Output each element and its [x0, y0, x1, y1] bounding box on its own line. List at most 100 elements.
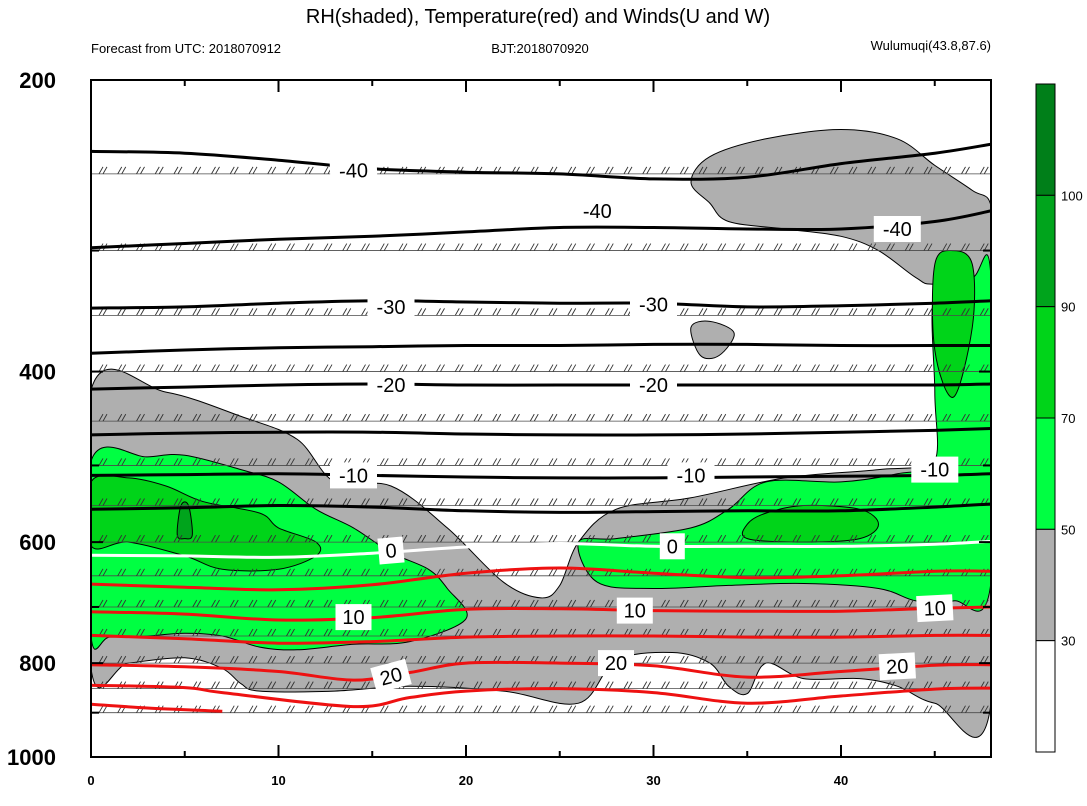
wind-barb	[361, 498, 366, 506]
wind-barb	[683, 413, 689, 422]
wind-barb	[271, 655, 277, 664]
wind-barb	[379, 568, 385, 577]
wind-barb	[140, 458, 145, 466]
wind-barb	[515, 599, 520, 608]
wind-barb	[721, 243, 727, 251]
wind-barb	[211, 166, 216, 175]
wind-barb	[961, 655, 966, 664]
wind-barb	[721, 681, 727, 689]
wind-barb	[192, 655, 198, 664]
wind-barb	[421, 308, 427, 316]
wind-barb	[683, 498, 689, 506]
wind-barb	[908, 364, 914, 372]
wind-barb	[346, 655, 352, 664]
wind-barb	[736, 599, 741, 608]
wind-barb	[754, 628, 760, 637]
rh-region-90	[176, 501, 193, 540]
wind-barb	[173, 628, 179, 637]
wind-barb	[177, 364, 183, 372]
wind-barb	[646, 534, 652, 543]
wind-barb	[215, 166, 220, 175]
wind-barb	[436, 458, 441, 466]
wind-barb	[736, 498, 741, 506]
wind-barb	[440, 534, 445, 543]
wind-barb	[833, 308, 839, 316]
wind-barb	[196, 308, 202, 316]
wind-barb	[473, 413, 479, 422]
wind-barb	[904, 681, 910, 689]
wind-barb	[792, 413, 798, 422]
wind-barb	[829, 413, 835, 422]
wind-barb	[717, 364, 723, 372]
wind-barb	[698, 308, 704, 316]
temperature-contour--10	[91, 472, 991, 480]
colorbar-bin-0	[1035, 640, 1056, 753]
wind-barb	[140, 166, 145, 175]
wind-barb	[833, 364, 839, 372]
wind-barb	[436, 655, 441, 664]
wind-barb	[979, 308, 985, 316]
wind-barb	[492, 413, 498, 422]
wind-barb	[965, 705, 970, 713]
wind-barb	[604, 705, 610, 713]
wind-barb	[229, 243, 235, 251]
wind-barb	[436, 705, 441, 713]
wind-barb	[942, 413, 948, 422]
wind-barb	[796, 628, 802, 637]
wind-barb	[233, 705, 239, 713]
wind-barb	[215, 458, 220, 466]
wind-barb	[792, 458, 798, 466]
wind-barb	[848, 166, 854, 175]
wind-barb	[158, 498, 164, 506]
wind-barb	[511, 498, 516, 506]
wind-barb	[886, 364, 891, 372]
wind-barb	[327, 364, 333, 372]
wind-barb	[529, 498, 535, 506]
wind-barb	[608, 599, 614, 608]
wind-barb	[908, 498, 914, 506]
wind-barb	[852, 458, 858, 466]
wind-barb	[740, 364, 745, 372]
wind-barb	[698, 681, 704, 689]
wind-barb	[365, 534, 370, 543]
wind-barb	[833, 498, 839, 506]
wind-barb	[815, 413, 820, 422]
wind-barb	[890, 534, 895, 543]
wind-barb	[290, 568, 295, 577]
wind-barb	[136, 534, 141, 543]
wind-barb	[215, 364, 220, 372]
wind-barb	[777, 655, 783, 664]
wind-barb	[211, 628, 216, 637]
wind-barb	[852, 599, 858, 608]
wind-barb	[942, 655, 948, 664]
wind-barb	[773, 364, 779, 372]
wind-barb	[886, 308, 891, 316]
wind-barb	[361, 681, 366, 689]
wind-barb	[383, 655, 389, 664]
wind-barb	[665, 458, 670, 466]
wind-barb	[811, 599, 816, 608]
wind-barb	[758, 681, 764, 689]
wind-barb	[833, 458, 839, 466]
wind-barb	[398, 498, 404, 506]
wind-barb	[815, 628, 820, 637]
wind-barb	[383, 364, 389, 372]
contour-label: 20	[370, 658, 412, 694]
wind-barb	[117, 413, 123, 422]
wind-barb	[233, 458, 239, 466]
wind-barb	[754, 705, 760, 713]
wind-barb	[571, 599, 577, 608]
wind-barb	[608, 458, 614, 466]
wind-barb	[590, 655, 595, 664]
wind-barb	[833, 681, 839, 689]
wind-barb	[608, 166, 614, 175]
wind-barb	[454, 308, 460, 316]
wind-barb	[252, 655, 258, 664]
wind-barb	[683, 655, 689, 664]
wind-barb	[627, 243, 633, 251]
wind-barb	[590, 413, 595, 422]
wind-barb	[852, 243, 858, 251]
contour-label-box	[911, 456, 959, 483]
wind-barb	[979, 413, 985, 422]
wind-barb	[98, 498, 104, 506]
